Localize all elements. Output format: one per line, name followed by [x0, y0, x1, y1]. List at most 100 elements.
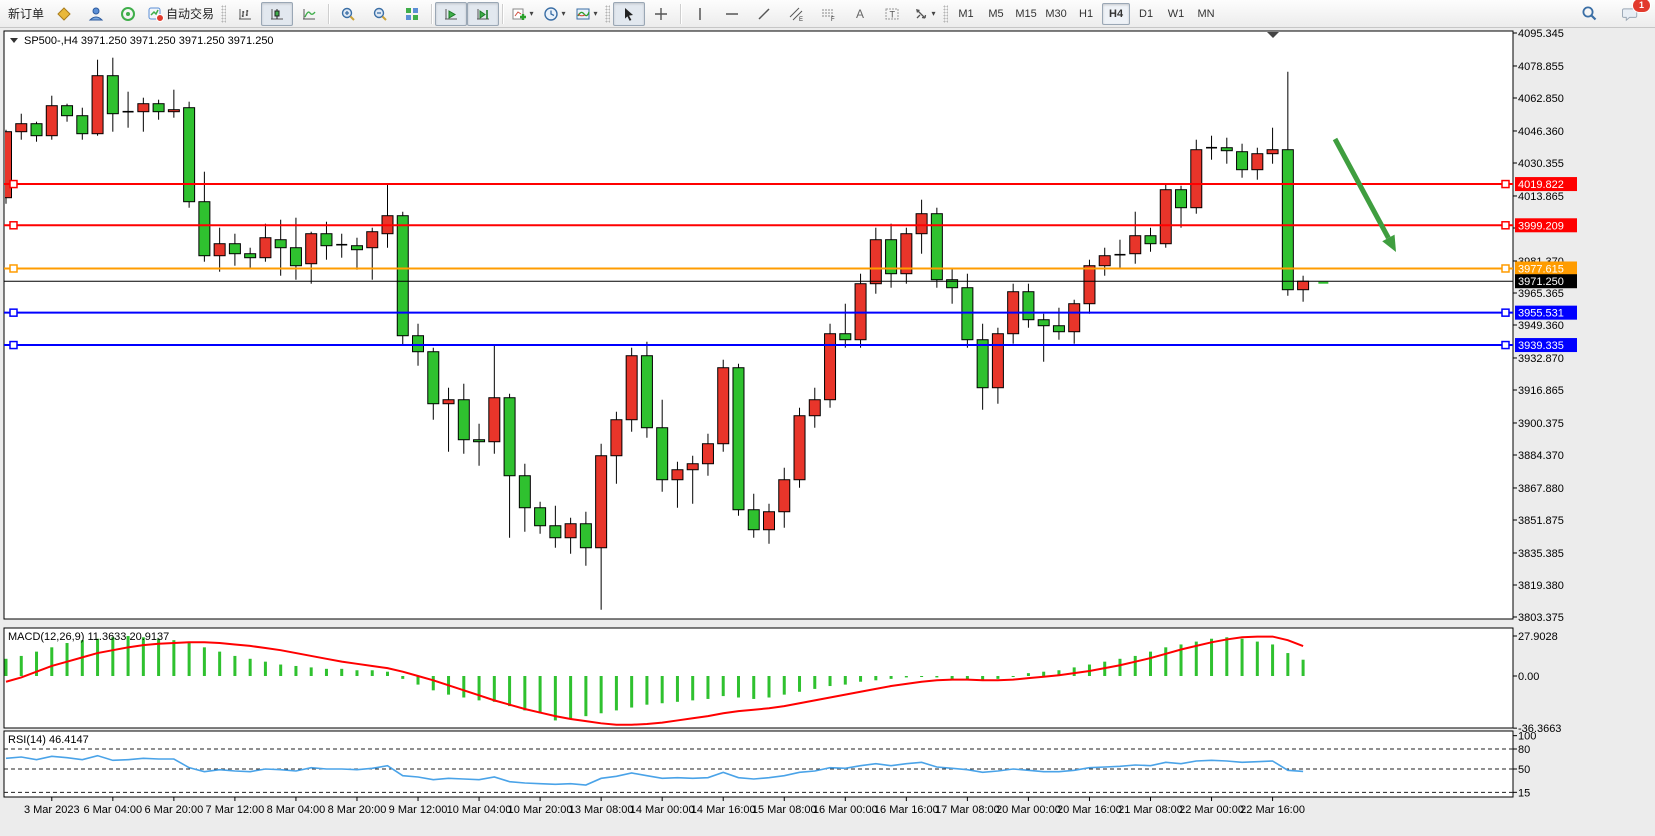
line-chart-icon: [301, 6, 317, 22]
timeframe-button-M15[interactable]: M15: [1015, 7, 1037, 20]
signal-button[interactable]: [112, 2, 144, 26]
rsi-line: [5, 754, 1304, 786]
chart-window: 4095.345 4078.855 4062.850 4046.360 4030.355…: [0, 28, 1655, 831]
timeframe-button-H4[interactable]: H4: [1102, 2, 1131, 25]
main-pane[interactable]: [3, 30, 1514, 620]
crosshair-button[interactable]: [645, 2, 677, 26]
timeframe-button-M30[interactable]: M30: [1045, 7, 1067, 20]
hline-price-tag: [1515, 305, 1577, 320]
templates-button[interactable]: ▾: [570, 2, 602, 26]
hline-handle[interactable]: [9, 221, 18, 230]
zoom-out-button[interactable]: [364, 2, 396, 26]
chevron-down-icon[interactable]: ▾: [593, 9, 598, 18]
toolbar-separator: [680, 3, 682, 24]
hline-handle[interactable]: [9, 179, 18, 189]
symbol-dropdown-icon[interactable]: [10, 38, 18, 43]
hline-handle[interactable]: [1501, 308, 1510, 317]
hline-handle[interactable]: [1501, 179, 1510, 189]
chart-shift-marker[interactable]: [1267, 32, 1279, 38]
fibonacci-button[interactable]: F: [812, 2, 844, 26]
auto-scroll-button[interactable]: [435, 1, 468, 26]
price-axis-tick: 4062.850: [1518, 93, 1564, 105]
trendline-button[interactable]: [748, 2, 780, 26]
text-button[interactable]: A: [844, 2, 876, 26]
tile-windows-icon: [404, 6, 420, 22]
time-axis-label: 9 Mar 12:00: [389, 804, 448, 816]
price-axis-tick: 3803.375: [1518, 612, 1564, 624]
autotrading-button[interactable]: 自动交易: [144, 2, 218, 26]
time-axis-label: 20 Mar 16:00: [1057, 804, 1122, 816]
hline-handle[interactable]: [1501, 340, 1510, 350]
new-order-button[interactable]: 新订单: [4, 2, 48, 26]
toolbar-group-drawing: E F A T ▾: [684, 0, 940, 27]
notifications-button[interactable]: 1: [1613, 0, 1651, 26]
gold-icon: [56, 6, 72, 22]
hline-price-tag: [1515, 261, 1577, 276]
price-axis-tick: 3867.880: [1518, 483, 1564, 495]
toolbar-grip: [943, 4, 949, 23]
toolbar-group-scroll: [435, 0, 500, 27]
hline-price-tag: [1515, 177, 1577, 192]
profile-icon: [88, 6, 104, 22]
chart-shift-icon: [475, 6, 491, 22]
time-axis-label: 21 Mar 08:00: [1118, 804, 1183, 816]
hline-handle[interactable]: [9, 308, 18, 317]
hline-handle[interactable]: [9, 340, 18, 350]
rsi-label: RSI(14) 46.4147: [8, 734, 89, 746]
macd-label: MACD(12,26,9) 11.3633 20.9137: [8, 631, 169, 643]
signal-icon: [120, 6, 136, 22]
svg-text:A: A: [856, 7, 864, 21]
timeframe-button-H1[interactable]: H1: [1079, 7, 1094, 20]
time-axis-label: 10 Mar 20:00: [508, 804, 573, 816]
timeframe-button-D1[interactable]: D1: [1139, 7, 1154, 20]
zoom-in-button[interactable]: [332, 2, 364, 26]
channel-button[interactable]: E: [780, 2, 812, 26]
arrows-tool-icon: [913, 6, 929, 22]
toolbar: 新订单 自动交易: [0, 0, 1655, 28]
time-axis-label: 6 Mar 04:00: [83, 804, 142, 816]
chart-canvas[interactable]: 4095.345 4078.855 4062.850 4046.360 4030.355…: [0, 28, 1655, 831]
down-arrow-annotation-head[interactable]: [1382, 234, 1396, 252]
hline-price-tag: [1515, 338, 1577, 353]
rsi-axis-tick: 80: [1518, 744, 1530, 756]
svg-text:E: E: [799, 17, 803, 22]
gold-icon-button[interactable]: [48, 2, 80, 26]
time-axis-label: 14 Mar 16:00: [691, 804, 756, 816]
indicators-button[interactable]: ▾: [506, 2, 538, 26]
rsi-axis-tick: 50: [1518, 764, 1530, 776]
line-chart-button[interactable]: [293, 2, 325, 26]
arrows-tool-button[interactable]: ▾: [908, 2, 940, 26]
chevron-down-icon[interactable]: ▾: [561, 9, 566, 18]
profile-button[interactable]: [80, 2, 112, 26]
vertical-line-icon: [693, 6, 707, 22]
cursor-button[interactable]: [613, 1, 646, 26]
rsi-pane[interactable]: [3, 730, 1514, 798]
vertical-line-button[interactable]: [684, 2, 716, 26]
timeframe-button-W1[interactable]: W1: [1167, 7, 1185, 20]
periods-button[interactable]: ▾: [538, 2, 570, 26]
chart-title: SP500-,H4 3971.250 3971.250 3971.250 397…: [24, 35, 274, 47]
search-button[interactable]: [1573, 2, 1605, 26]
chevron-down-icon[interactable]: ▾: [529, 9, 534, 18]
bar-chart-button[interactable]: [229, 2, 261, 26]
macd-pane[interactable]: [3, 627, 1514, 729]
macd-axis-tick: 27.9028: [1518, 631, 1558, 643]
candlestick-button[interactable]: [261, 1, 294, 26]
toolbar-separator: [431, 3, 433, 24]
timeframe-button-M1[interactable]: M1: [958, 7, 974, 20]
timeframe-button-M5[interactable]: M5: [988, 7, 1004, 20]
hline-handle[interactable]: [1501, 264, 1510, 273]
hline-handle[interactable]: [1501, 221, 1510, 230]
price-axis-tick: 3835.385: [1518, 548, 1564, 560]
hline-handle[interactable]: [9, 264, 18, 273]
timeframe-button-MN[interactable]: MN: [1197, 7, 1215, 20]
down-arrow-annotation[interactable]: [1332, 137, 1391, 240]
toolbar-separator: [328, 3, 330, 24]
text-label-button[interactable]: T: [876, 2, 908, 26]
horizontal-line-button[interactable]: [716, 2, 748, 26]
price-axis-tick: 3932.870: [1518, 353, 1564, 365]
chart-shift-button[interactable]: [467, 1, 500, 26]
zoom-in-icon: [340, 6, 356, 22]
chevron-down-icon[interactable]: ▾: [931, 9, 936, 18]
tile-windows-button[interactable]: [396, 2, 428, 26]
